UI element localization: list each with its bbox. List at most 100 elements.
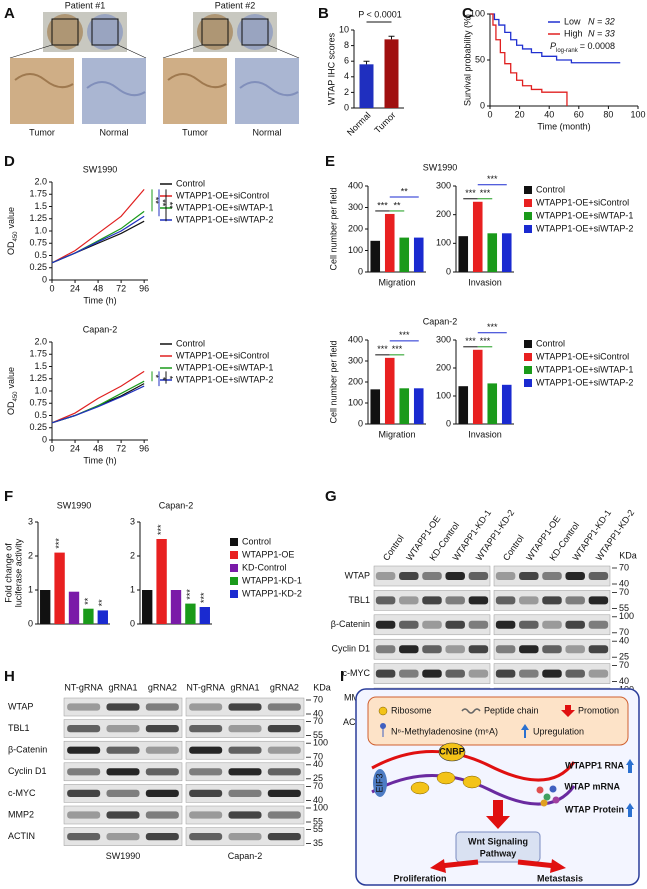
legend-label: Peptide chain bbox=[484, 705, 539, 715]
zoom-image bbox=[235, 58, 299, 124]
x-axis-title: Time (h) bbox=[83, 455, 116, 465]
bar bbox=[384, 357, 395, 424]
band bbox=[542, 620, 562, 629]
x-tick-label: 96 bbox=[139, 283, 149, 293]
y-tick-label: 3 bbox=[28, 516, 33, 526]
pathway-box bbox=[455, 831, 541, 863]
legend-label: WTAPP1-OE+siWTAP-1 bbox=[536, 364, 633, 374]
marker-label: 55 bbox=[313, 816, 323, 826]
band bbox=[189, 703, 223, 711]
protein-label: WTAP bbox=[8, 701, 33, 711]
bar bbox=[199, 607, 210, 624]
band bbox=[67, 811, 101, 819]
x-tick-label: 0 bbox=[49, 283, 54, 293]
bar bbox=[472, 201, 483, 272]
band bbox=[106, 789, 140, 797]
x-tick-label: 72 bbox=[116, 283, 126, 293]
zoom-box bbox=[91, 18, 119, 46]
ribosome bbox=[436, 771, 456, 785]
band bbox=[106, 746, 140, 754]
legend-n: N = 32 bbox=[588, 16, 615, 26]
band bbox=[495, 572, 516, 580]
y-tick-label: 0 bbox=[28, 618, 33, 628]
marker-label: 40 bbox=[313, 795, 323, 805]
bar bbox=[472, 349, 483, 424]
y-tick-label: 0 bbox=[358, 418, 363, 428]
bar bbox=[458, 236, 469, 272]
y-tick-label: 1.0 bbox=[34, 225, 47, 235]
legend-label: WTAPP1-KD-2 bbox=[242, 588, 302, 598]
x-tick-label: Normal bbox=[345, 110, 373, 138]
lane-label: gRNA1 bbox=[230, 682, 259, 692]
zoom-line bbox=[162, 44, 203, 59]
band bbox=[495, 645, 516, 654]
legend-label: WTAPP1-OE+siControl bbox=[536, 197, 629, 207]
band bbox=[519, 620, 539, 629]
band bbox=[228, 746, 262, 754]
x-tick-label: 0 bbox=[49, 443, 54, 453]
y-tick-label: 3 bbox=[130, 516, 135, 526]
y-tick-label: 200 bbox=[436, 362, 451, 372]
lane-label: NT-gRNA bbox=[186, 682, 225, 692]
y-tick-label: 1.75 bbox=[29, 349, 47, 359]
kda-label: KDa bbox=[313, 682, 331, 692]
annotation: * bbox=[158, 377, 168, 381]
patient-title: Patient #1 bbox=[65, 0, 106, 10]
legend-label: Low bbox=[564, 16, 581, 26]
annotation: *** bbox=[465, 336, 476, 346]
annotation: *** bbox=[465, 188, 476, 198]
annotation: *** bbox=[156, 524, 166, 535]
band bbox=[145, 746, 179, 754]
tissue-texture bbox=[167, 73, 227, 89]
legend-swatch bbox=[230, 590, 238, 598]
legend-swatch bbox=[524, 353, 532, 361]
eif3 bbox=[373, 769, 387, 797]
y-tick-label: 1.5 bbox=[34, 201, 47, 211]
band bbox=[267, 789, 301, 797]
annotation: *** bbox=[392, 344, 403, 354]
chart-title: Capan-2 bbox=[423, 316, 458, 326]
annotation: ** bbox=[165, 202, 175, 210]
annotation: *** bbox=[480, 188, 491, 198]
blot bbox=[185, 784, 305, 803]
y-tick-label: 400 bbox=[348, 180, 363, 190]
y-title-rest: value bbox=[6, 367, 16, 389]
caption: Tumor bbox=[29, 127, 55, 137]
tissue-core bbox=[87, 14, 123, 50]
legend-label: WTAPP1-OE bbox=[242, 549, 294, 559]
cell-label: Capan-2 bbox=[228, 851, 263, 861]
x-tick-label: 80 bbox=[603, 109, 613, 119]
marker-label: 70 bbox=[313, 716, 323, 726]
chart-title: SW1990 bbox=[83, 164, 118, 174]
y-tick-label: 0.25 bbox=[29, 422, 47, 432]
band bbox=[542, 669, 562, 678]
y-tick-label: 1 bbox=[130, 584, 135, 594]
legend-label: WTAPP1-OE+siWTAP-2 bbox=[536, 377, 633, 387]
marker-label: 100 bbox=[313, 738, 328, 748]
ribosome bbox=[410, 781, 430, 795]
node-label: WTAPP1 RNA bbox=[565, 760, 624, 770]
x-tick-label: 72 bbox=[116, 443, 126, 453]
band bbox=[67, 768, 101, 776]
panel-letter: D bbox=[4, 153, 15, 170]
bar bbox=[458, 386, 469, 424]
bar bbox=[156, 539, 167, 624]
annotation: ** bbox=[393, 200, 401, 210]
band bbox=[565, 572, 585, 580]
lane-label: gRNA1 bbox=[108, 682, 137, 692]
promotion-arrow bbox=[486, 800, 510, 829]
annotation: ** bbox=[97, 599, 107, 607]
y-axis-title: Fold change of bbox=[3, 543, 13, 603]
up-arrow bbox=[626, 759, 634, 773]
patient-title: Patient #2 bbox=[215, 0, 256, 10]
band bbox=[519, 572, 539, 580]
legend-label: Upregulation bbox=[533, 726, 584, 736]
panel-letter: E bbox=[325, 153, 335, 170]
outcome-arrow-head bbox=[430, 859, 446, 873]
blot bbox=[493, 614, 611, 636]
band bbox=[67, 833, 101, 841]
band bbox=[468, 596, 489, 605]
ribosome-icon bbox=[378, 706, 388, 716]
band bbox=[542, 596, 562, 605]
p-symbol: P bbox=[550, 41, 556, 51]
